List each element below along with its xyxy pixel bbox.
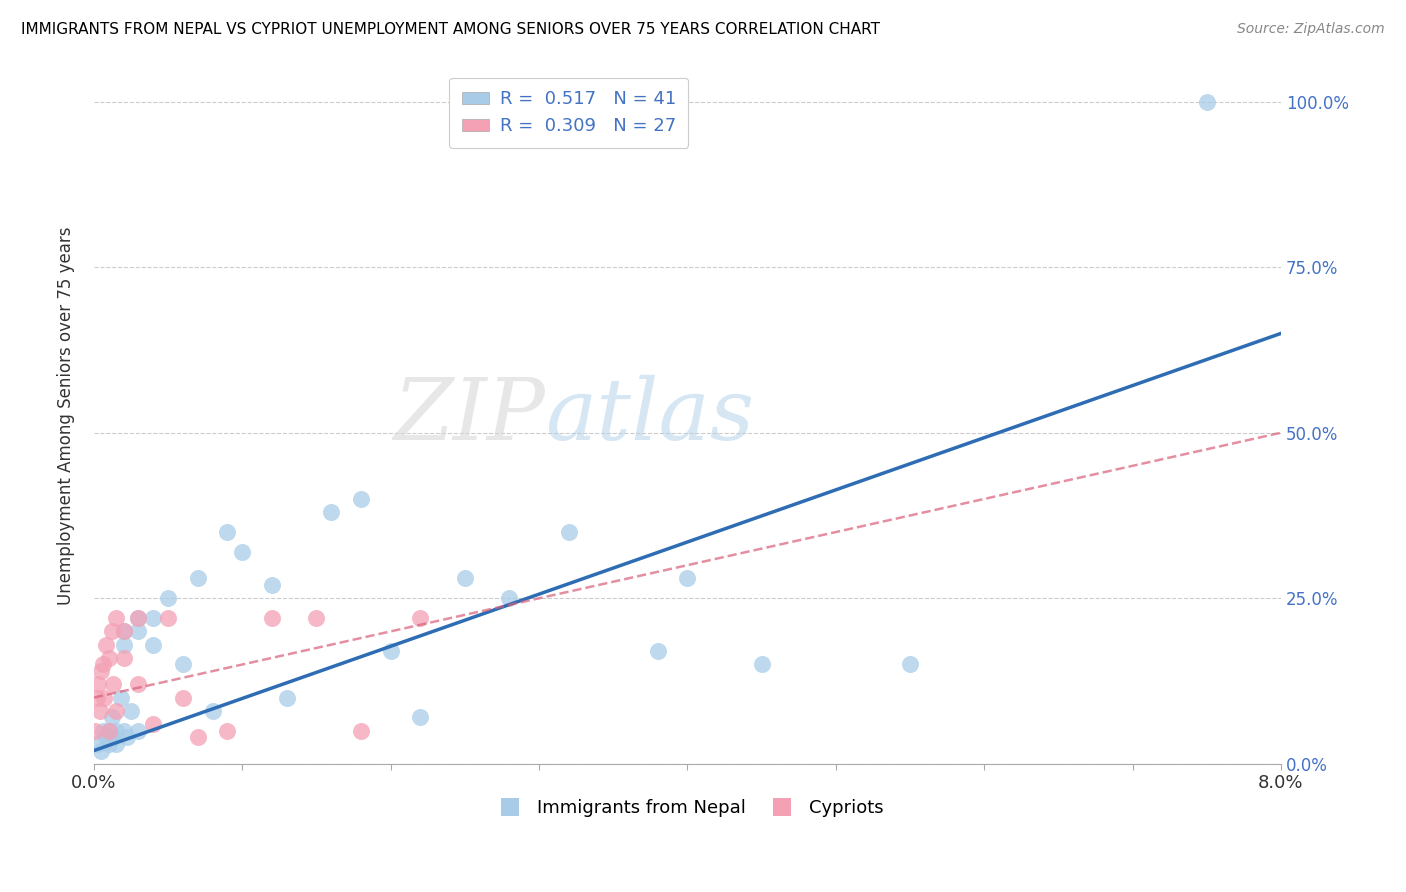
- Point: [187, 731, 209, 745]
- Point: [898, 657, 921, 672]
- Point: [105, 611, 128, 625]
- Point: [105, 723, 128, 738]
- Point: [112, 723, 135, 738]
- Point: [87, 677, 110, 691]
- Point: [90, 664, 112, 678]
- Point: [157, 591, 180, 606]
- Point: [115, 731, 138, 745]
- Point: [100, 624, 122, 639]
- Point: [105, 737, 128, 751]
- Point: [217, 723, 239, 738]
- Point: [1195, 95, 1218, 109]
- Point: [409, 611, 432, 625]
- Point: [305, 611, 328, 625]
- Point: [187, 571, 209, 585]
- Point: [676, 571, 699, 585]
- Point: [380, 644, 402, 658]
- Point: [91, 723, 114, 738]
- Point: [321, 505, 343, 519]
- Point: [260, 611, 283, 625]
- Point: [142, 611, 165, 625]
- Point: [103, 731, 125, 745]
- Point: [100, 710, 122, 724]
- Point: [127, 723, 149, 738]
- Y-axis label: Unemployment Among Seniors over 75 years: Unemployment Among Seniors over 75 years: [58, 227, 75, 606]
- Point: [454, 571, 477, 585]
- Point: [97, 737, 120, 751]
- Point: [498, 591, 520, 606]
- Text: atlas: atlas: [546, 375, 754, 458]
- Point: [157, 611, 180, 625]
- Point: [751, 657, 773, 672]
- Point: [217, 524, 239, 539]
- Point: [409, 710, 432, 724]
- Point: [558, 524, 581, 539]
- Point: [231, 545, 253, 559]
- Point: [97, 723, 120, 738]
- Legend: Immigrants from Nepal, Cypriots: Immigrants from Nepal, Cypriots: [484, 792, 890, 824]
- Point: [84, 723, 107, 738]
- Point: [260, 578, 283, 592]
- Point: [142, 638, 165, 652]
- Point: [120, 704, 142, 718]
- Point: [172, 690, 194, 705]
- Point: [90, 743, 112, 757]
- Point: [647, 644, 669, 658]
- Point: [276, 690, 298, 705]
- Point: [172, 657, 194, 672]
- Point: [127, 624, 149, 639]
- Point: [201, 704, 224, 718]
- Point: [350, 491, 373, 506]
- Point: [350, 723, 373, 738]
- Point: [142, 717, 165, 731]
- Point: [94, 638, 117, 652]
- Point: [94, 731, 117, 745]
- Point: [103, 677, 125, 691]
- Text: IMMIGRANTS FROM NEPAL VS CYPRIOT UNEMPLOYMENT AMONG SENIORS OVER 75 YEARS CORREL: IMMIGRANTS FROM NEPAL VS CYPRIOT UNEMPLO…: [21, 22, 880, 37]
- Point: [112, 651, 135, 665]
- Point: [112, 638, 135, 652]
- Point: [93, 690, 115, 705]
- Point: [86, 690, 108, 705]
- Point: [97, 651, 120, 665]
- Text: Source: ZipAtlas.com: Source: ZipAtlas.com: [1237, 22, 1385, 37]
- Point: [110, 690, 132, 705]
- Point: [112, 624, 135, 639]
- Point: [97, 723, 120, 738]
- Point: [112, 624, 135, 639]
- Point: [91, 657, 114, 672]
- Point: [127, 611, 149, 625]
- Point: [127, 611, 149, 625]
- Text: ZIP: ZIP: [394, 375, 546, 458]
- Point: [87, 737, 110, 751]
- Point: [89, 704, 111, 718]
- Point: [127, 677, 149, 691]
- Point: [105, 704, 128, 718]
